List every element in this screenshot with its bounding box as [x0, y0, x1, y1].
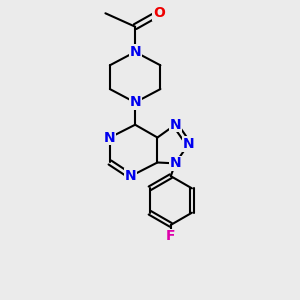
Text: N: N — [125, 169, 136, 183]
Text: N: N — [129, 95, 141, 110]
Text: N: N — [104, 130, 116, 145]
Text: N: N — [169, 118, 181, 132]
Text: F: F — [166, 229, 176, 243]
Text: O: O — [153, 6, 165, 20]
Text: N: N — [183, 137, 194, 151]
Text: N: N — [169, 156, 181, 170]
Text: N: N — [129, 45, 141, 59]
